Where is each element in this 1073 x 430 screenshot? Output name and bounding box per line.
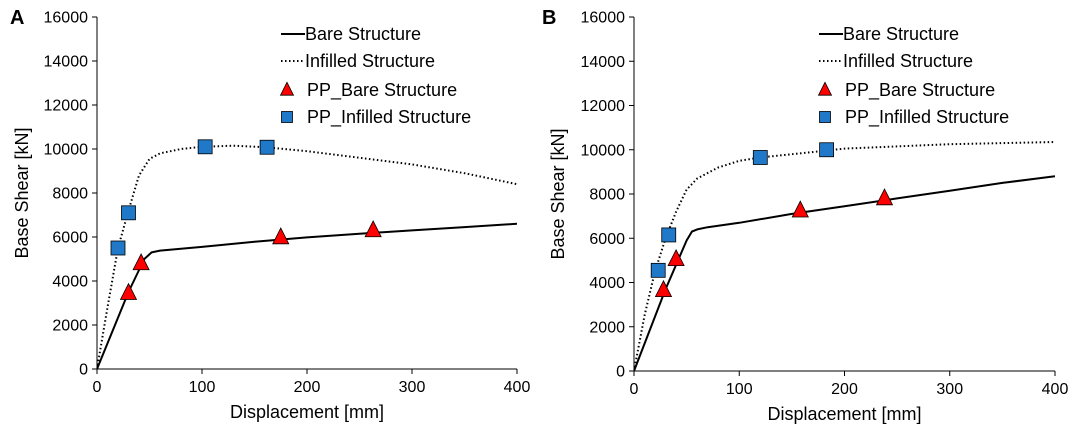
legend-item: PP_Bare Structure (279, 80, 457, 101)
legend-item: Bare Structure (281, 24, 421, 44)
legend-swatch-square (819, 111, 831, 123)
data-point-triangle (364, 220, 382, 238)
legend-label: PP_Bare Structure (307, 80, 457, 101)
y-tick-label: 12000 (581, 98, 626, 115)
x-tick-label: 0 (630, 381, 639, 398)
x-tick-label: 400 (1042, 381, 1069, 398)
chart-svg: A 0 2000 4000 6000 8000 10000 12000 14000 16000 0 1… (10, 7, 531, 422)
legend-swatch-triangle (817, 81, 833, 96)
data-point-square (110, 240, 126, 256)
data-point-triangle (272, 227, 290, 245)
x-tick-label: 100 (726, 381, 753, 398)
legend-item: Infilled Structure (281, 51, 435, 71)
y-axis-title: Base Shear [kN] (12, 127, 32, 258)
data-point-square (121, 205, 136, 221)
legend-item: Infilled Structure (819, 51, 973, 71)
y-tick-label: 16000 (44, 10, 89, 27)
data-point-triangle (667, 248, 685, 267)
chart-panel-a: A 0 2000 4000 6000 8000 10000 12000 14000 16000 0 1… (0, 0, 536, 430)
y-tick-label: 6000 (589, 231, 625, 248)
y-tick-label: 2000 (589, 319, 625, 336)
y-tick-label: 4000 (52, 274, 88, 291)
x-tick-label: 100 (189, 379, 216, 396)
y-tick-label: 14000 (44, 54, 89, 71)
x-tick-label: 200 (294, 379, 321, 396)
legend-item: PP_Infilled Structure (281, 107, 471, 128)
x-axis-title: Displacement [mm] (230, 402, 384, 422)
legend-label: PP_Infilled Structure (845, 107, 1009, 128)
x-tick-label: 300 (936, 381, 963, 398)
data-point-triangle (875, 188, 894, 206)
legend-swatch-square (281, 111, 293, 123)
x-tick-label: 400 (504, 379, 531, 396)
legend-label: PP_Bare Structure (845, 80, 995, 101)
y-tick-label: 10000 (44, 142, 89, 159)
data-point-square (752, 150, 768, 165)
data-point-triangle (791, 200, 809, 218)
data-point-square (650, 262, 666, 278)
panel-label: B (542, 7, 556, 29)
chart-svg: B 0 2000 4000 6000 8000 10000 12000 14000 16000 0 1… (542, 7, 1069, 424)
chart-panel-b: B 0 2000 4000 6000 8000 10000 12000 14000 16000 0 1… (536, 0, 1072, 430)
series-line-infilled (97, 144, 517, 369)
panel-label: A (10, 7, 24, 29)
legend-label: PP_Infilled Structure (307, 107, 471, 128)
series-line-infilled (634, 141, 1055, 371)
y-axis-title: Base Shear [kN] (548, 128, 568, 259)
y-tick-label: 0 (616, 364, 625, 381)
series-line-bare (97, 222, 517, 369)
legend-label: Infilled Structure (843, 51, 973, 71)
legend-item: PP_Bare Structure (817, 80, 995, 101)
y-tick-label: 0 (79, 362, 88, 379)
y-tick-label: 4000 (589, 275, 625, 292)
x-tick-label: 300 (399, 379, 426, 396)
x-tick-label: 200 (831, 381, 858, 398)
y-tick-label: 2000 (52, 318, 88, 335)
legend-label: Infilled Structure (305, 51, 435, 71)
data-point-square (197, 139, 213, 155)
data-point-square (819, 142, 835, 158)
x-axis-title: Displacement [mm] (767, 404, 921, 424)
data-point-triangle (119, 282, 138, 300)
legend-swatch-triangle (279, 81, 295, 96)
legend-label: Bare Structure (305, 24, 421, 44)
y-tick-label: 6000 (52, 230, 88, 247)
data-point-triangle (654, 279, 673, 298)
data-point-square (661, 227, 677, 243)
y-tick-label: 10000 (581, 142, 626, 159)
legend-item: Bare Structure (819, 24, 959, 44)
y-tick-label: 12000 (44, 98, 89, 115)
y-tick-label: 16000 (581, 10, 626, 27)
y-tick-label: 8000 (589, 187, 625, 204)
legend-label: Bare Structure (843, 24, 959, 44)
data-point-triangle (132, 253, 150, 271)
y-tick-label: 8000 (52, 186, 88, 203)
data-point-square (259, 139, 275, 155)
series-line-bare (634, 175, 1055, 371)
x-tick-label: 0 (93, 379, 102, 396)
y-tick-label: 14000 (581, 54, 626, 71)
legend-item: PP_Infilled Structure (819, 107, 1009, 128)
